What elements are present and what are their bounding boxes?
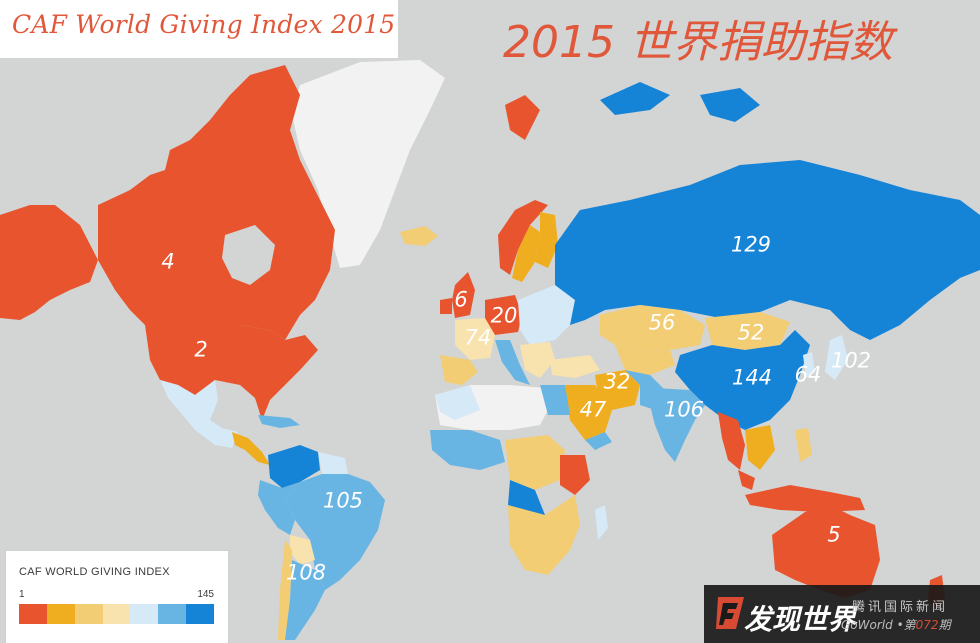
indochina	[745, 425, 775, 470]
venezuela-colombia	[268, 445, 320, 488]
legend-min-label: 1	[19, 589, 25, 600]
rank-label-china: 144	[731, 365, 773, 390]
arctic-russia-islands	[600, 82, 670, 115]
rank-label-india: 106	[663, 397, 705, 422]
central-america	[232, 432, 270, 465]
france	[455, 318, 495, 360]
east-africa	[560, 455, 590, 495]
west-africa	[430, 430, 505, 470]
ireland	[440, 298, 452, 314]
legend: CAF WORLD GIVING INDEX 1 145	[5, 550, 229, 643]
mongolia	[705, 312, 790, 350]
goworld-logo-icon	[716, 597, 744, 629]
brazil	[285, 474, 385, 590]
rank-label-australia: 5	[827, 522, 841, 547]
legend-swatch-2	[46, 604, 75, 624]
rank-label-south-korea: 64	[794, 362, 822, 387]
malaysia	[738, 470, 755, 490]
iceland	[400, 226, 438, 246]
iran	[595, 370, 640, 410]
argentina	[285, 560, 325, 640]
watermark-issue-prefix: •第	[896, 618, 916, 632]
watermark-brand: 发现世界	[744, 603, 857, 636]
rank-label-russia: 129	[730, 232, 772, 257]
rank-label-united-states: 2	[194, 337, 208, 362]
united-states	[145, 325, 318, 420]
balkans-greece	[520, 342, 555, 378]
japan	[825, 335, 848, 380]
guianas	[318, 452, 348, 474]
philippines	[795, 428, 812, 462]
netherlands-germany	[485, 295, 522, 335]
central-africa	[505, 435, 565, 490]
southern-africa	[508, 495, 580, 575]
rank-label-brazil: 105	[322, 488, 364, 513]
peru	[258, 480, 300, 535]
watermark-subtitle: 腾讯国际新闻	[852, 600, 949, 615]
rank-label-spain: 74	[464, 325, 492, 350]
yemen	[585, 432, 612, 450]
greenland	[292, 60, 445, 268]
rank-label-japan: 102	[830, 348, 872, 373]
saudi-arabia	[565, 385, 612, 440]
legend-swatch-6	[158, 604, 187, 624]
rank-label-kazakhstan: 56	[648, 310, 676, 335]
chile	[278, 540, 292, 640]
rank-label-germany: 20	[490, 303, 518, 328]
legend-swatch-5	[130, 604, 159, 624]
united-kingdom	[452, 272, 475, 318]
korea	[803, 352, 815, 378]
rank-label-iran: 32	[603, 369, 631, 394]
svalbard	[505, 95, 540, 140]
watermark-issue: GoWorld •第072期	[841, 616, 951, 633]
sweden	[512, 225, 540, 282]
china	[675, 330, 810, 430]
indonesia	[745, 485, 865, 512]
hudson-bay	[222, 225, 275, 285]
morocco-algeria	[435, 385, 480, 420]
kazakhstan	[600, 305, 705, 352]
watermark-sub-en: GoWorld	[841, 618, 893, 632]
legend-swatch-3	[74, 604, 103, 624]
legend-title: CAF WORLD GIVING INDEX	[19, 566, 170, 578]
central-asia	[615, 345, 675, 375]
eastern-europe	[518, 285, 575, 345]
alaska	[0, 205, 98, 320]
watermark-issue-suffix: 期	[938, 618, 951, 632]
norway	[498, 200, 548, 275]
chinese-title: 2015 世界捐助指数	[503, 17, 893, 68]
rank-label-canada: 4	[161, 249, 175, 274]
watermark-banner: 发现世界 腾讯国际新闻 GoWorld •第072期	[704, 585, 980, 643]
rank-label-saudi-arabia: 47	[579, 397, 607, 422]
rank-label-mongolia: 52	[737, 320, 765, 345]
english-title-box: CAF World Giving Index 2015	[0, 0, 398, 58]
legend-max-label: 145	[197, 589, 214, 600]
mexico	[160, 380, 238, 448]
bolivia	[290, 535, 315, 565]
finland	[535, 212, 558, 268]
italy	[495, 340, 530, 385]
canada	[98, 65, 335, 340]
myanmar-thailand	[718, 412, 745, 470]
caribbean	[258, 415, 300, 428]
arctic-russia-islands-2	[700, 88, 760, 122]
rank-label-argentina: 108	[285, 560, 327, 585]
india	[650, 388, 705, 462]
madagascar	[595, 505, 608, 540]
english-title: CAF World Giving Index 2015	[12, 10, 396, 39]
egypt	[540, 385, 570, 415]
australia	[772, 505, 880, 598]
legend-swatch-7	[186, 604, 215, 624]
russia	[555, 160, 980, 340]
spain-portugal	[440, 355, 478, 385]
rank-label-united-kingdom: 6	[454, 287, 468, 312]
legend-color-scale	[19, 604, 215, 624]
turkey	[550, 355, 600, 378]
legend-swatch-4	[102, 604, 131, 624]
legend-swatch-1	[19, 604, 47, 624]
watermark-issue-number: 072	[915, 618, 939, 632]
